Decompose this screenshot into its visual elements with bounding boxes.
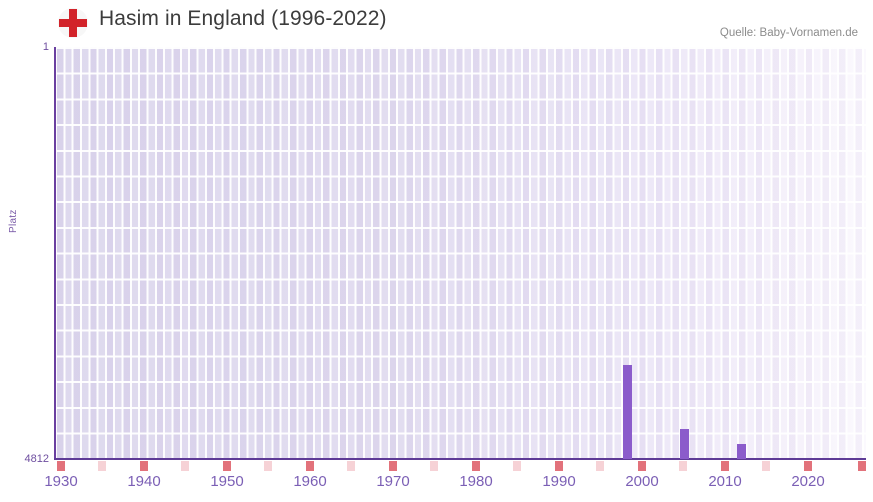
bar[interactable] [622, 365, 632, 459]
x-axis-tick [389, 461, 397, 471]
chart-header: Hasim in England (1996-2022) Quelle: Bab… [0, 0, 873, 46]
x-axis-tick-label: 1990 [542, 473, 576, 490]
x-axis-tick-label: 1930 [44, 473, 78, 490]
x-axis-tick [430, 461, 438, 471]
x-axis-tick [858, 461, 866, 471]
y-axis-tick-label-bottom: 4812 [24, 453, 49, 465]
plot-grid-background [55, 47, 866, 459]
x-axis-tick [721, 461, 729, 471]
x-axis-tick [140, 461, 148, 471]
x-axis-tick-label: 2020 [791, 473, 825, 490]
x-axis-tick [638, 461, 646, 471]
x-axis-tick-label: 2000 [625, 473, 659, 490]
y-axis-tick-label-top: 1 [42, 41, 49, 53]
x-axis-tick-label: 1950 [210, 473, 244, 490]
england-flag-icon [58, 8, 88, 38]
y-axis-line [54, 47, 56, 460]
x-axis-tick-label: 1980 [459, 473, 493, 490]
x-axis-tick-label: 1940 [127, 473, 161, 490]
x-axis-tick [472, 461, 480, 471]
x-axis-tick [555, 461, 563, 471]
x-axis-tick [347, 461, 355, 471]
x-axis-tick [513, 461, 521, 471]
source-label: Quelle: Baby-Vornamen.de [719, 27, 858, 39]
x-axis-tick [223, 461, 231, 471]
x-axis-tick-label: 2010 [708, 473, 742, 490]
x-axis-tick [181, 461, 189, 471]
x-axis-tick-label: 1960 [293, 473, 327, 490]
flag-cross-horizontal [59, 19, 87, 27]
x-axis-line [54, 458, 866, 460]
x-axis-tick [596, 461, 604, 471]
x-axis-tick [762, 461, 770, 471]
x-axis-tick [306, 461, 314, 471]
page-title: Hasim in England (1996-2022) [99, 7, 387, 30]
y-axis-title: Platz [8, 209, 19, 233]
x-axis-tick [264, 461, 272, 471]
x-axis-tick [679, 461, 687, 471]
x-axis-tick [57, 461, 65, 471]
x-axis-tick [804, 461, 812, 471]
plot-area [55, 47, 866, 459]
x-axis-tick-label: 1970 [376, 473, 410, 490]
bar[interactable] [679, 429, 689, 459]
bar[interactable] [737, 444, 746, 459]
x-axis-tick [98, 461, 106, 471]
